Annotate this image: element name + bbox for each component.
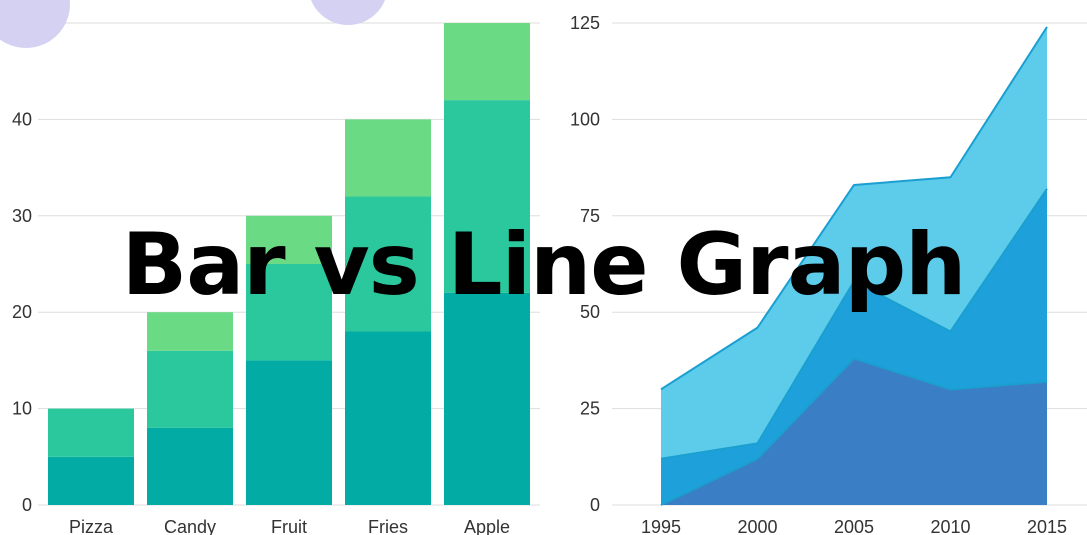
bar-chart: 01020304050PizzaCandyFruitFriesApple xyxy=(12,13,540,535)
bar-y-tick-label: 30 xyxy=(12,206,32,226)
bar-segment xyxy=(246,360,332,505)
area-x-tick-label: 2015 xyxy=(1027,517,1067,535)
area-series-line xyxy=(660,357,1048,506)
bar-segment xyxy=(345,119,431,197)
bar-segment xyxy=(444,292,530,505)
area-series-band xyxy=(661,26,1047,459)
area-series-line xyxy=(660,188,1048,460)
bar-y-tick-label: 0 xyxy=(22,495,32,515)
bar-segment xyxy=(48,408,134,457)
bar-segment xyxy=(147,350,233,428)
area-x-tick-label: 2000 xyxy=(737,517,777,535)
area-x-tick-label: 1995 xyxy=(641,517,681,535)
bar-y-tick-label: 20 xyxy=(12,302,32,322)
bar-segment xyxy=(444,23,530,101)
bar-segment xyxy=(246,215,332,264)
bar-x-tick-label: Fries xyxy=(368,517,408,535)
bar-x-tick-label: Candy xyxy=(164,517,216,535)
bar-segment xyxy=(48,456,134,505)
bar-segment xyxy=(444,100,530,293)
area-y-tick-label: 0 xyxy=(590,495,600,515)
area-series-band xyxy=(661,188,1047,506)
bar-x-tick-label: Fruit xyxy=(271,517,307,535)
bar-segment xyxy=(345,331,431,505)
bar-segment xyxy=(246,264,332,361)
area-x-tick-label: 2005 xyxy=(834,517,874,535)
bar-x-tick-label: Apple xyxy=(464,517,510,535)
bar-segment xyxy=(345,196,431,332)
area-y-tick-label: 25 xyxy=(580,399,600,419)
area-series-band xyxy=(661,358,1047,505)
area-y-tick-label: 50 xyxy=(580,302,600,322)
overlay-title: Bar vs Line Graph xyxy=(121,215,967,315)
area-x-tick-label: 2010 xyxy=(930,517,970,535)
area-y-tick-label: 100 xyxy=(570,109,600,129)
bar-x-tick-label: Pizza xyxy=(69,517,114,535)
bar-segment xyxy=(147,427,233,505)
bar-y-tick-label: 10 xyxy=(12,399,32,419)
bar-y-tick-label: 40 xyxy=(12,109,32,129)
area-y-tick-label: 125 xyxy=(570,13,600,33)
area-series-line xyxy=(660,26,1048,391)
bar-segment xyxy=(147,312,233,351)
area-y-tick-label: 75 xyxy=(580,206,600,226)
area-chart: 0 25 50 75 100 125 1995 2000 2005 2010 2015 xyxy=(570,13,1087,535)
